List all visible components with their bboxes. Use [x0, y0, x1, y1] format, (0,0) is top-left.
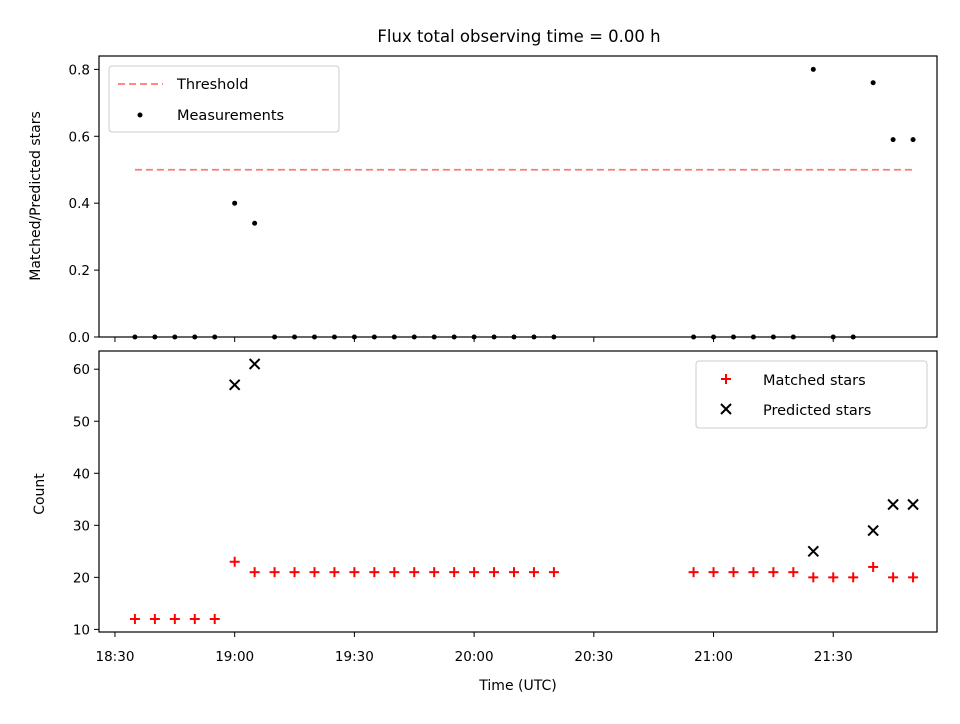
matched-star-point: [169, 613, 180, 624]
matched-star-point: [229, 556, 240, 567]
matched-star-point: [289, 567, 300, 578]
bottom-y-tick-label: 60: [73, 362, 90, 378]
bottom-x-tick-label: 21:30: [814, 649, 853, 665]
bottom-x-axis-label: Time (UTC): [478, 678, 556, 694]
matched-star-point: [528, 567, 539, 578]
measurement-point: [890, 137, 896, 143]
matched-star-point: [189, 613, 200, 624]
top-y-axis-label: Matched/Predicted stars: [28, 111, 44, 281]
top-plot-frame: [98, 55, 938, 338]
bottom-x-tick-label: 19:00: [215, 649, 254, 665]
matched-star-point: [728, 567, 739, 578]
predicted-star-stroke: [887, 498, 899, 511]
matched-star-point: [209, 613, 220, 624]
bottom-y-axis: 10 20 30 40 50 60: [73, 362, 99, 638]
top-y-tick-label: 0.4: [69, 196, 90, 212]
matched-star-point: [369, 567, 380, 578]
measurement-point: [810, 66, 816, 72]
bottom-x-axis: 18:30 19:00 19:30 20:00 20:30 21:00 21:30: [96, 632, 853, 665]
measurement-point: [232, 200, 238, 206]
top-y-tick-label: 0.2: [69, 263, 90, 279]
predicted-star-point: [248, 358, 261, 370]
matched-star-point: [888, 572, 899, 583]
top-y-tick-label: 0.6: [69, 129, 90, 145]
matched-star-point: [708, 567, 719, 578]
matched-star-point: [828, 572, 839, 583]
predicted-star-stroke: [907, 498, 919, 511]
bottom-y-tick-label: 40: [73, 466, 90, 482]
matched-star-point: [768, 567, 779, 578]
top-y-axis: 0.0 0.2 0.4 0.6 0.8: [69, 62, 99, 346]
predicted-star-stroke: [228, 379, 241, 391]
measurement-point: [910, 137, 916, 143]
top-legend: Threshold Measurements: [108, 65, 340, 133]
predicted-star-stroke: [807, 545, 820, 558]
measurement-point: [252, 220, 258, 226]
matched-star-point: [149, 613, 160, 624]
legend-measurements-swatch: [137, 112, 143, 118]
matched-star-point: [788, 567, 799, 578]
top-x-axis: [114, 337, 834, 342]
legend-matched-swatch: [721, 374, 731, 384]
matched-star-point: [808, 572, 819, 583]
legend-predicted-swatch: [720, 403, 732, 415]
matched-star-point: [868, 561, 879, 572]
matched-star-point: [548, 567, 559, 578]
bottom-legend-box: [695, 360, 928, 429]
matched-star-point: [449, 567, 460, 578]
matched-star-point: [509, 567, 520, 578]
matched-star-point: [129, 613, 140, 624]
bottom-x-tick-label: 20:00: [455, 649, 494, 665]
matched-star-point: [249, 567, 260, 578]
bottom-x-tick-label: 18:30: [96, 649, 135, 665]
chart-title: Flux total observing time = 0.00 h: [377, 27, 660, 46]
bottom-x-tick-label: 21:00: [694, 649, 733, 665]
predicted-star-point: [907, 498, 919, 511]
predicted-star-point: [807, 545, 820, 558]
bottom-y-axis-label: Count: [32, 473, 48, 515]
matched-star-point: [409, 567, 420, 578]
matched-star-point: [389, 567, 400, 578]
top-legend-box: [108, 65, 340, 133]
top-y-tick-label: 0.0: [69, 330, 90, 346]
legend-threshold-label: Threshold: [176, 77, 248, 93]
matched-star-point: [489, 567, 500, 578]
matched-star-point: [349, 567, 360, 578]
matched-star-point: [848, 572, 859, 583]
matched-star-point: [908, 572, 919, 583]
bottom-x-tick-label: 20:30: [574, 649, 613, 665]
matched-star-point: [269, 567, 280, 578]
bottom-legend: Matched stars Predicted stars: [695, 360, 928, 429]
top-plot: 0.00.20.40.60.8 Matched/Predicted stars …: [28, 55, 938, 346]
bottom-x-tick-label: 19:30: [335, 649, 374, 665]
predicted-star-point: [887, 498, 899, 511]
matched-star-point: [309, 567, 320, 578]
predicted-star-stroke: [867, 524, 879, 537]
bottom-y-tick-label: 50: [73, 414, 90, 430]
bottom-y-tick-label: 20: [73, 570, 90, 586]
bottom-y-tick-label: 30: [73, 518, 90, 534]
top-y-tick-label: 0.8: [69, 62, 90, 78]
bottom-plot-frame: [98, 350, 938, 633]
bottom-y-tick-label: 10: [73, 622, 90, 638]
predicted-star-point: [867, 524, 879, 537]
predicted-star-point: [228, 379, 241, 391]
legend-measurements-label: Measurements: [177, 108, 284, 124]
matched-star-point: [688, 567, 699, 578]
matched-star-point: [469, 567, 480, 578]
legend-predicted-label: Predicted stars: [763, 403, 871, 419]
legend-matched-label: Matched stars: [763, 373, 866, 389]
bottom-plot: 10 20 30 40 50 60 18:30 19:00 19:30 20:00 20:30 21…: [32, 350, 938, 694]
matched-star-point: [429, 567, 440, 578]
measurement-point: [870, 80, 876, 86]
bottom-plot-marks: [129, 358, 919, 624]
matched-star-point: [329, 567, 340, 578]
predicted-star-stroke: [248, 358, 261, 370]
matched-star-point: [748, 567, 759, 578]
